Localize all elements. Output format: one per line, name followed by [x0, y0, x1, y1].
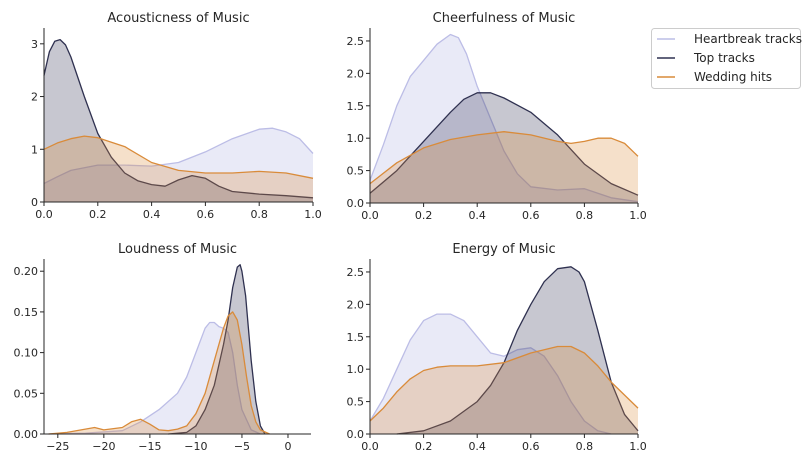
series-area-wedding-hits — [48, 311, 270, 434]
series-area-top-tracks — [370, 92, 638, 203]
series-line-top-tracks — [369, 92, 639, 196]
series-area-heartbreak-tracks — [370, 314, 612, 434]
series-line-heartbreak-tracks — [48, 321, 261, 435]
x-tick-label: −20 — [92, 440, 115, 453]
y-tick-label: 0.5 — [347, 396, 365, 409]
y-tick-label: 0.5 — [347, 165, 365, 178]
y-tick-label: 2.5 — [347, 266, 365, 279]
x-tick-label: −10 — [184, 440, 207, 453]
series-area-heartbreak-tracks — [48, 322, 261, 434]
x-tick-label: 0.0 — [361, 440, 379, 453]
panel-title: Loudness of Music — [118, 242, 237, 257]
y-tick-label: 0.10 — [14, 347, 39, 360]
x-tick-label: 0.4 — [468, 440, 486, 453]
series-line-wedding-hits — [369, 345, 639, 422]
legend-frame — [651, 28, 801, 89]
y-tick-label: 0.20 — [14, 265, 39, 278]
x-tick-label: 0.6 — [522, 209, 540, 222]
y-tick-label: 1.0 — [347, 132, 365, 145]
y-tick-label: 2.5 — [347, 35, 365, 48]
y-tick-label: 0 — [31, 196, 38, 209]
series-line-top-tracks — [43, 38, 314, 199]
y-tick-label: 3 — [31, 38, 38, 51]
y-tick-label: 2.0 — [347, 67, 365, 80]
x-tick-label: 0.8 — [250, 208, 268, 221]
x-tick-label: 0.2 — [89, 208, 107, 221]
x-tick-label: −25 — [46, 440, 69, 453]
y-tick-label: 2.0 — [347, 298, 365, 311]
series-area-top-tracks — [168, 264, 265, 434]
x-tick-label: 0.6 — [197, 208, 215, 221]
x-tick-label: 0.0 — [35, 208, 53, 221]
x-tick-label: 0.4 — [468, 209, 486, 222]
x-tick-label: −15 — [138, 440, 161, 453]
x-tick-label: 0.6 — [522, 440, 540, 453]
x-tick-label: 0.8 — [576, 440, 594, 453]
y-tick-label: 0.0 — [347, 428, 365, 441]
panel-acousticness-of-music: Acousticness of Music 0.0 0.2 0.4 0.6 0.8 1.0 0… — [31, 11, 322, 221]
x-tick-label: 0.8 — [576, 209, 594, 222]
series-line-top-tracks — [168, 264, 266, 435]
series-line-wedding-hits — [43, 135, 314, 179]
x-tick-label: −5 — [234, 440, 250, 453]
y-tick-label: 1.0 — [347, 363, 365, 376]
y-tick-label: 1.5 — [347, 100, 365, 113]
series-line-heartbreak-tracks — [369, 313, 612, 435]
panel-cheerfulness-of-music: Cheerfulness of Music 0.0 0.2 0.4 0.6 0.8 1.0 0… — [347, 11, 647, 222]
x-tick-label: 0.2 — [415, 209, 433, 222]
legend: Heartbreak tracks Top tracks Wedding hits — [651, 28, 802, 89]
x-tick-label: 0.4 — [143, 208, 161, 221]
panel-title: Energy of Music — [452, 242, 555, 257]
series-line-wedding-hits — [48, 311, 270, 435]
panel-energy-of-music: Energy of Music 0.0 0.2 0.4 0.6 0.8 1.0 0.0 0.5 1… — [347, 242, 647, 453]
series-area-wedding-hits — [44, 136, 313, 202]
x-tick-label: 0.0 — [361, 209, 379, 222]
series-area-wedding-hits — [370, 131, 638, 203]
x-tick-label: 0.2 — [415, 440, 433, 453]
series-area-heartbreak-tracks — [370, 34, 638, 203]
y-tick-label: 0.0 — [347, 197, 365, 210]
y-tick-label: 0.05 — [14, 387, 39, 400]
panel-loudness-of-music: Loudness of Music −25 −20 −15 −10 −5 0 0.00 0.05… — [14, 242, 311, 453]
series-area-wedding-hits — [370, 346, 638, 434]
series-line-wedding-hits — [369, 131, 639, 185]
x-tick-label: 1.0 — [629, 209, 647, 222]
y-tick-label: 1.5 — [347, 331, 365, 344]
series-area-heartbreak-tracks — [44, 128, 313, 202]
series-area-top-tracks — [396, 266, 638, 434]
y-tick-label: 2 — [31, 91, 38, 104]
series-line-top-tracks — [396, 266, 639, 435]
legend-label-heartbreak-tracks: Heartbreak tracks — [694, 32, 802, 46]
series-line-heartbreak-tracks — [369, 33, 639, 203]
y-tick-label: 1 — [31, 143, 38, 156]
panel-title: Cheerfulness of Music — [433, 11, 576, 26]
y-tick-label: 0.00 — [14, 428, 39, 441]
series-area-top-tracks — [44, 39, 313, 202]
x-tick-label: 0 — [284, 440, 291, 453]
panel-title: Acousticness of Music — [107, 11, 249, 26]
y-tick-label: 0.15 — [14, 306, 39, 319]
series-line-heartbreak-tracks — [43, 127, 314, 185]
legend-label-wedding-hits: Wedding hits — [694, 70, 772, 84]
x-tick-label: 1.0 — [629, 440, 647, 453]
legend-label-top-tracks: Top tracks — [693, 51, 755, 65]
x-tick-label: 1.0 — [304, 208, 322, 221]
